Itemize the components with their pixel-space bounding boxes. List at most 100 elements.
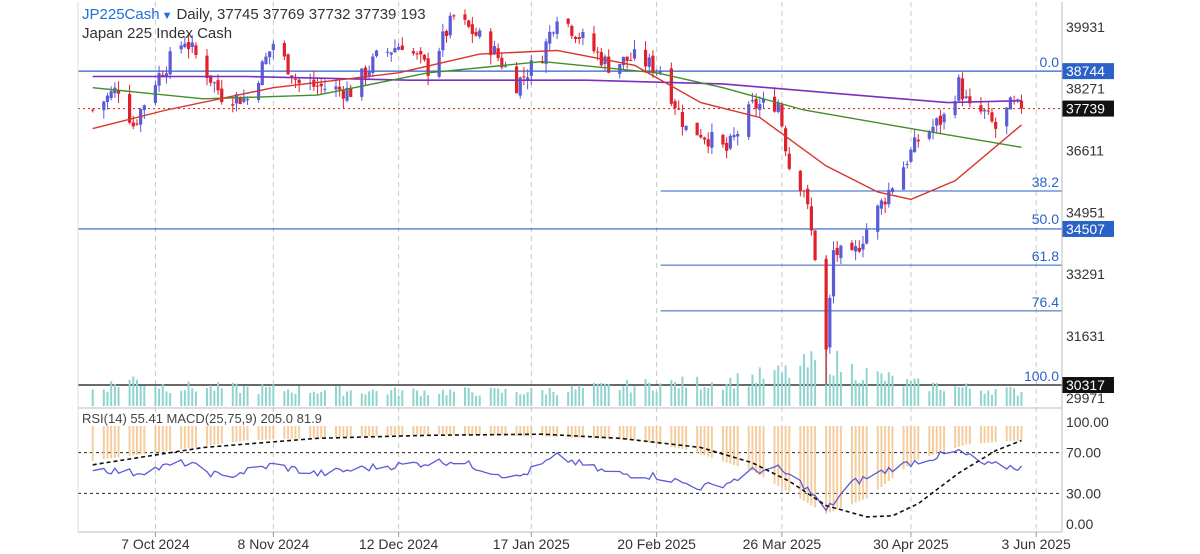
volume-bar	[828, 374, 831, 406]
candle-body	[802, 190, 806, 192]
macd-histogram-bar	[592, 426, 595, 439]
macd-histogram-bar	[489, 426, 492, 436]
volume-bar	[519, 394, 522, 406]
candle-body	[363, 67, 368, 79]
volume-bar	[556, 395, 559, 406]
volume-bar	[135, 379, 138, 406]
symbol-label[interactable]: JP225Cash	[82, 6, 160, 23]
oscillator-tick-label: 70.00	[1066, 445, 1101, 461]
candle-body	[570, 25, 574, 36]
macd-histogram-bar	[721, 426, 724, 462]
volume-bar	[209, 385, 212, 406]
macd-histogram-bar	[478, 426, 481, 436]
macd-histogram-bar	[788, 426, 791, 493]
candle-body	[835, 247, 839, 255]
volume-bar	[747, 386, 750, 406]
candle-body	[879, 200, 884, 209]
macd-histogram-bar	[758, 426, 761, 476]
candle-body	[393, 48, 397, 53]
oscillator-tick-label: 0.00	[1066, 516, 1093, 532]
volume-bar	[545, 394, 548, 406]
volume-bar	[736, 373, 739, 406]
macd-histogram-bar	[707, 426, 710, 457]
volume-bar	[626, 379, 629, 406]
macd-histogram-bar	[467, 426, 470, 435]
price-badge-label: 38744	[1066, 63, 1105, 79]
rsi-line	[92, 448, 1023, 512]
macd-histogram-bar	[987, 426, 990, 443]
volume-bar	[117, 387, 120, 406]
volume-bar	[965, 383, 968, 406]
candle-body	[983, 109, 987, 112]
macd-histogram-bar	[257, 426, 260, 440]
candle-body	[736, 133, 740, 137]
macd-histogram-bar	[475, 426, 478, 436]
candle-body	[400, 45, 404, 50]
volume-bar	[522, 394, 525, 406]
macd-histogram-bar	[655, 426, 658, 445]
candle-body	[411, 51, 415, 54]
volume-bar	[264, 387, 267, 406]
candle-body	[566, 18, 570, 24]
macd-histogram-bar	[180, 426, 183, 450]
macd-histogram-bar	[1016, 426, 1019, 441]
candle-body	[109, 91, 113, 99]
candle-body	[581, 31, 585, 38]
candle-body	[164, 73, 169, 78]
candle-body	[655, 70, 659, 72]
volume-bar	[393, 387, 396, 406]
macd-histogram-bar	[239, 426, 242, 442]
candle-body	[887, 189, 891, 205]
oscillator-tick-label: 30.00	[1066, 485, 1101, 501]
macd-histogram-bar	[648, 426, 651, 443]
macd-histogram-bar	[386, 426, 389, 436]
macd-histogram-bar	[891, 426, 894, 479]
volume-bar	[957, 387, 960, 406]
candle-body	[441, 31, 445, 51]
macd-histogram-bar	[884, 426, 887, 484]
moving-averages	[92, 49, 1022, 201]
macd-histogram-bar	[954, 426, 957, 448]
macd-histogram-bar	[556, 426, 559, 437]
candle-body	[334, 86, 338, 90]
candle-body	[901, 167, 906, 190]
macd-histogram-bar	[832, 426, 835, 512]
volume-bar	[272, 384, 275, 406]
price-badge-label: 34507	[1066, 221, 1105, 237]
volume-bar	[478, 395, 481, 406]
fib-level-label: 61.8	[1032, 248, 1059, 264]
volume-bar	[836, 350, 839, 406]
candle-body	[968, 96, 972, 104]
volume-bar	[213, 390, 216, 406]
macd-histogram-bar	[674, 426, 677, 448]
candle-body	[890, 188, 895, 193]
macd-histogram-bar	[913, 426, 916, 461]
x-tick-label: 17 Jan 2025	[493, 536, 570, 552]
volume-bar	[832, 375, 835, 406]
volume-bar	[906, 378, 909, 406]
candle-body	[1019, 100, 1024, 109]
volume-bar	[987, 390, 990, 406]
candle-body	[264, 56, 268, 64]
volume-bar	[1009, 386, 1012, 406]
candle-body	[422, 54, 427, 60]
volume-bar	[287, 389, 290, 406]
volume-bar	[191, 388, 194, 406]
volume-bar	[530, 387, 533, 406]
macd-histogram-bar	[932, 426, 935, 455]
macd-histogram-bar	[360, 426, 363, 437]
volume-bar	[242, 386, 245, 406]
fib-level-label: 76.4	[1032, 294, 1059, 310]
candle-body	[242, 97, 246, 102]
volume-bar	[471, 392, 474, 406]
last-price-label: 37739	[1066, 101, 1105, 117]
volume-bar	[342, 395, 345, 406]
symbol-dropdown-icon[interactable]: ▼	[161, 10, 173, 22]
ma-slow-line	[92, 60, 1022, 148]
volume-bar	[758, 367, 761, 406]
macd-histogram-bar	[780, 426, 783, 489]
macd-histogram-bar	[390, 426, 393, 436]
volume-bar	[699, 389, 702, 406]
macd-histogram-bar	[928, 426, 931, 457]
